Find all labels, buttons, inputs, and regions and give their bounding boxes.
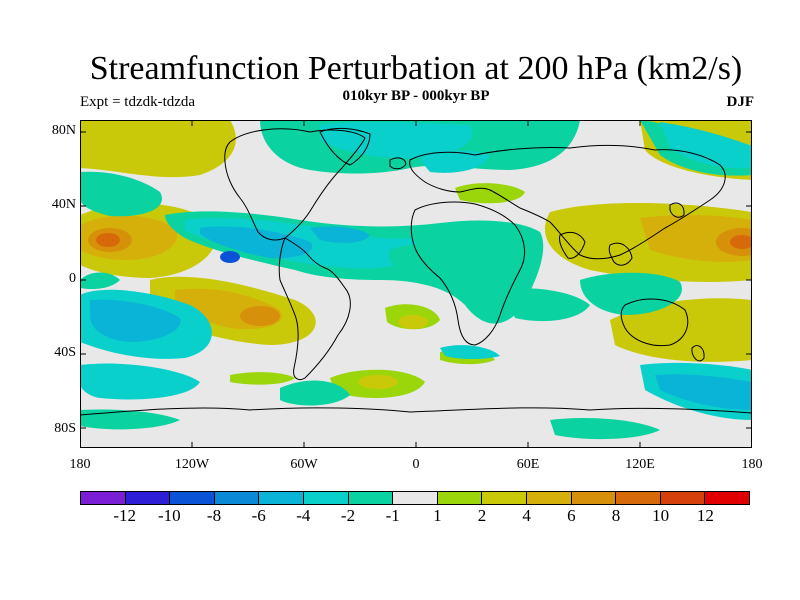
lon-tick-0: 0 — [412, 457, 420, 472]
colorbar-segment-0 — [81, 492, 126, 504]
season-label: DJF — [726, 94, 755, 110]
colorbar-label: 6 — [567, 506, 576, 525]
colorbar-segment-7 — [393, 492, 438, 504]
colorbar-segment-6 — [348, 492, 394, 504]
colorbar — [80, 491, 750, 505]
lon-tick-60w: 60W — [290, 457, 318, 472]
colorbar-label: -1 — [385, 506, 400, 525]
map-title: Streamfunction Perturbation at 200 hPa (… — [89, 50, 743, 87]
colorbar-segment-4 — [259, 492, 304, 504]
lon-tick-120w: 120W — [174, 457, 210, 472]
lat-tick-40n: 40N — [51, 197, 76, 212]
colorbar-label: 8 — [611, 506, 621, 525]
colorbar-segment-1 — [125, 492, 171, 504]
colorbar-segment-14 — [705, 492, 749, 504]
lat-tick-40s: 40S — [54, 345, 76, 360]
map-panel — [80, 120, 752, 448]
colorbar-segment-8 — [437, 492, 483, 504]
map-subtitle: 010kyr BP - 000kyr BP — [342, 88, 490, 104]
colorbar-segment-10 — [526, 492, 572, 504]
lat-tick-0: 0 — [69, 271, 76, 286]
lon-tick-180w: 180 — [69, 457, 91, 472]
positive-contours — [80, 120, 752, 398]
colorbar-label: -6 — [251, 506, 266, 525]
colorbar-segment-2 — [170, 492, 215, 504]
lon-tick-180e: 180 — [741, 457, 763, 472]
lon-tick-60e: 60E — [516, 457, 540, 472]
colorbar-label: 4 — [522, 506, 531, 525]
colorbar-label: -2 — [340, 506, 356, 525]
colorbar-label: 2 — [477, 506, 487, 525]
colorbar-segment-3 — [214, 492, 260, 504]
colorbar-label: -4 — [296, 506, 311, 525]
colorbar-label: 10 — [652, 506, 670, 525]
colorbar-segment-13 — [660, 492, 706, 504]
colorbar-label: -10 — [157, 506, 181, 525]
colorbar-segment-9 — [482, 492, 527, 504]
colorbar-label: 1 — [433, 506, 442, 525]
lon-tick-120e: 120E — [625, 457, 655, 472]
colorbar-segment-12 — [616, 492, 661, 504]
colorbar-label: -12 — [113, 506, 136, 525]
map-canvas — [80, 120, 752, 448]
negative-contours — [80, 120, 752, 440]
colorbar-label: -8 — [206, 506, 222, 525]
axis-ticks — [80, 120, 752, 448]
colorbar-segment-5 — [303, 492, 349, 504]
lat-tick-80n: 80N — [51, 123, 76, 138]
colorbar-label: 12 — [696, 506, 714, 525]
colorbar-segment-11 — [571, 492, 617, 504]
experiment-label: Expt = tdzdk-tdzda — [80, 94, 196, 110]
continent-outlines — [80, 127, 752, 416]
lat-tick-80s: 80S — [54, 421, 76, 436]
